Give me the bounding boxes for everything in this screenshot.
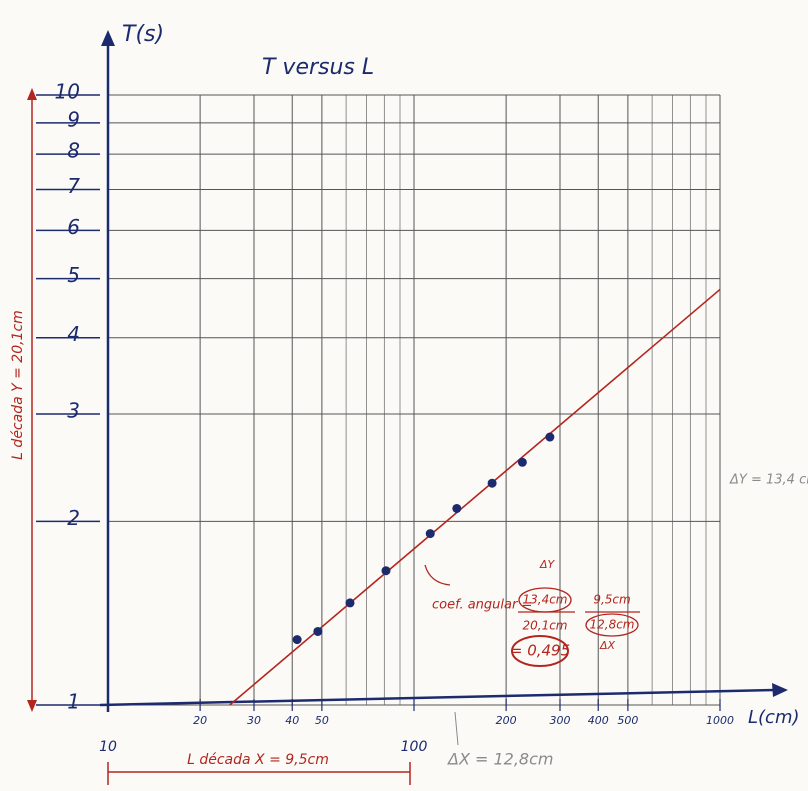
x-tick-label: 20 — [193, 714, 207, 727]
data-point — [488, 479, 497, 488]
chart-title: T versus L — [262, 55, 374, 80]
y-tick-label: 8 — [67, 139, 80, 163]
x-tick-label: 200 — [496, 714, 517, 727]
annotation: ΔX — [599, 639, 616, 652]
x-axis-label: L(cm) — [748, 707, 800, 728]
y-axis-label: T(s) — [122, 22, 164, 47]
annotation: ΔX = 12,8cm — [446, 750, 554, 769]
data-point — [452, 504, 461, 513]
annotation: = 0,495 — [510, 642, 570, 660]
y-tick-label: 3 — [67, 398, 80, 422]
y-tick-label: 6 — [67, 215, 80, 239]
x-tick-label: 40 — [285, 714, 299, 727]
y-tick-label: 9 — [67, 107, 80, 131]
y-tick-label: 1 — [67, 690, 80, 714]
x-tick-label: 50 — [315, 714, 329, 727]
data-point — [346, 598, 355, 607]
data-point — [426, 529, 435, 538]
annotation: ΔY = 13,4 cm — [729, 473, 808, 488]
data-point — [313, 627, 322, 636]
annotation: 12,8cm — [589, 618, 634, 632]
paper — [0, 0, 808, 791]
y-tick-label: 7 — [67, 174, 80, 198]
x-tick-label: 100 — [401, 739, 428, 755]
x-tick-label: 1000 — [706, 714, 734, 727]
y-tick-label: 4 — [67, 322, 80, 346]
annotation: 13,4cm — [522, 593, 567, 607]
x-tick-label: 400 — [588, 714, 609, 727]
data-point — [293, 635, 302, 644]
data-point — [381, 566, 390, 575]
data-point — [545, 433, 554, 442]
x-tick-label: 30 — [247, 714, 261, 727]
data-point — [518, 458, 527, 467]
annotation: L década X = 9,5cm — [187, 752, 329, 768]
y-tick-label: 10 — [55, 80, 80, 104]
chart: T(s) T versus L L(cm) L década Y = 20,1c… — [0, 0, 808, 791]
annotation: L década Y = 20,1cm — [10, 310, 26, 460]
annotation: 9,5cm — [593, 593, 630, 607]
x-tick-label: 300 — [549, 714, 570, 727]
x-tick-label: 500 — [617, 714, 638, 727]
x-tick-label: 10 — [99, 739, 117, 755]
annotation: ΔY — [539, 558, 556, 571]
grid — [108, 95, 720, 705]
annotation: coef. angular = — [432, 598, 532, 613]
annotation: 20,1cm — [522, 619, 567, 633]
y-tick-label: 5 — [67, 263, 80, 287]
y-tick-label: 2 — [67, 506, 80, 530]
